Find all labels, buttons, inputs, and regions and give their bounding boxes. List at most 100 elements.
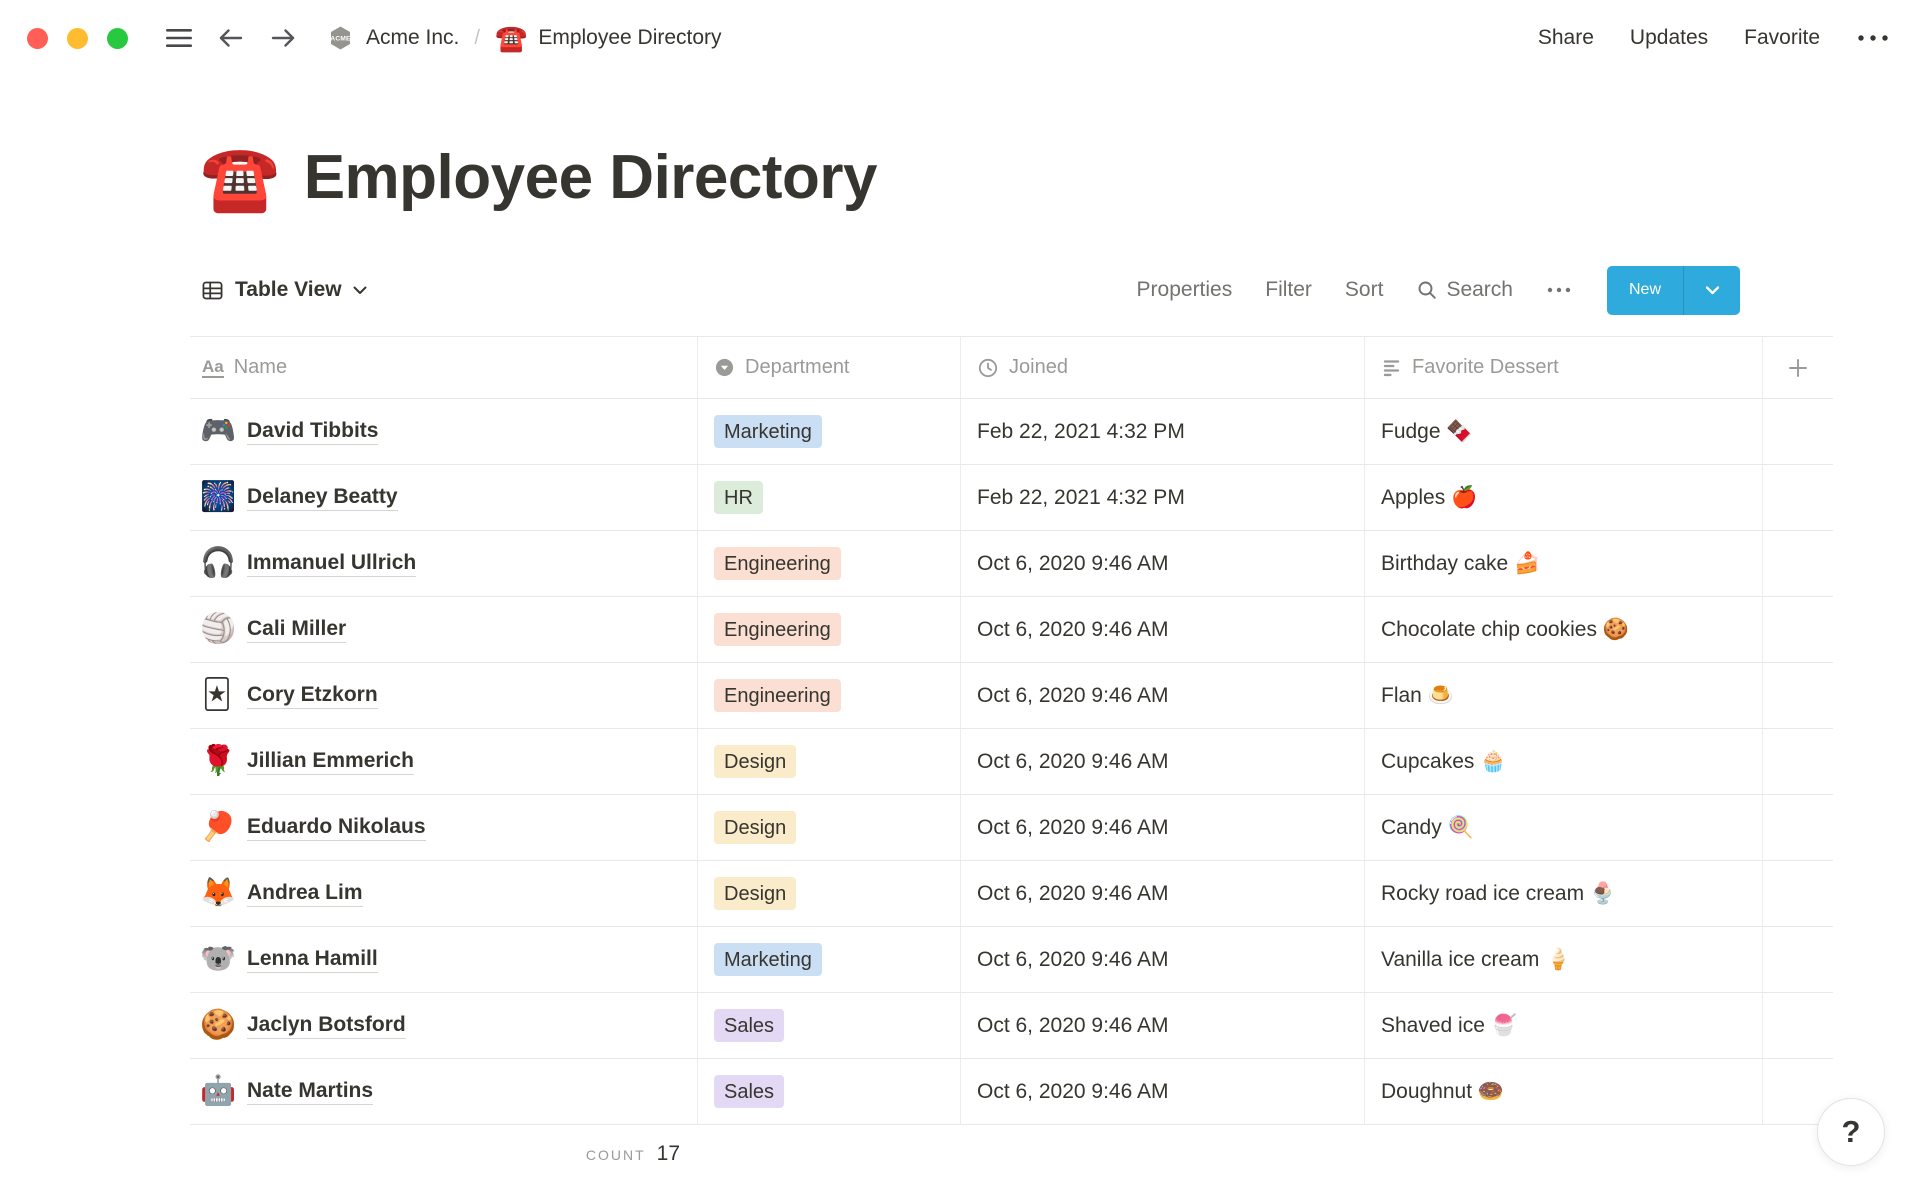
dessert-cell[interactable]: Chocolate chip cookies 🍪 [1365,597,1763,662]
department-cell[interactable]: Marketing [698,399,961,464]
name-cell[interactable]: 🃏 Cory Etzkorn [190,663,698,728]
column-header-department[interactable]: Department [698,337,961,398]
joined-cell[interactable]: Oct 6, 2020 9:46 AM [961,531,1365,596]
name-cell[interactable]: 🦊 Andrea Lim [190,861,698,926]
joined-cell[interactable]: Oct 6, 2020 9:46 AM [961,729,1365,794]
row-emoji-icon: 🤖 [200,1075,237,1107]
new-button: New [1606,265,1740,315]
search-icon [1416,279,1438,301]
department-cell[interactable]: Design [698,795,961,860]
department-cell[interactable]: Engineering [698,597,961,662]
text-property-icon [1381,357,1402,378]
add-column-button[interactable] [1763,337,1833,398]
joined-cell[interactable]: Oct 6, 2020 9:46 AM [961,927,1365,992]
dessert-cell[interactable]: Apples 🍎 [1365,465,1763,530]
department-cell[interactable]: Engineering [698,531,961,596]
dessert-cell[interactable]: Cupcakes 🧁 [1365,729,1763,794]
department-cell[interactable]: Marketing [698,927,961,992]
dessert-cell[interactable]: Birthday cake 🍰 [1365,531,1763,596]
department-tag: Engineering [714,679,841,712]
page-icon[interactable]: ☎️ [200,141,280,214]
column-header-joined[interactable]: Joined [961,337,1365,398]
employee-page-link[interactable]: Cory Etzkorn [247,683,378,709]
joined-cell[interactable]: Oct 6, 2020 9:46 AM [961,597,1365,662]
employee-page-link[interactable]: David Tibbits [247,419,379,445]
filter-button[interactable]: Filter [1265,278,1312,301]
minimize-window-button[interactable] [67,27,88,49]
name-cell[interactable]: 🐨 Lenna Hamill [190,927,698,992]
dessert-cell[interactable]: Candy 🍭 [1365,795,1763,860]
joined-cell[interactable]: Feb 22, 2021 4:32 PM [961,399,1365,464]
name-cell[interactable]: 🏓 Eduardo Nikolaus [190,795,698,860]
joined-cell[interactable]: Oct 6, 2020 9:46 AM [961,993,1365,1058]
column-header-name[interactable]: Aa Name [190,337,698,398]
new-record-button[interactable]: New [1607,266,1683,315]
department-cell[interactable]: Engineering [698,663,961,728]
help-button[interactable]: ? [1817,1098,1885,1166]
view-switcher-button[interactable]: Table View [200,278,368,303]
count-calculation[interactable]: COUNT 17 [190,1142,698,1166]
forward-button[interactable] [268,24,298,52]
employee-page-link[interactable]: Jaclyn Botsford [247,1013,406,1039]
favorite-button[interactable]: Favorite [1744,26,1820,49]
back-button[interactable] [216,24,246,52]
acme-logo-icon: ACME [326,24,355,52]
name-cell[interactable]: 🌹 Jillian Emmerich [190,729,698,794]
department-tag: Sales [714,1075,785,1108]
topbar-actions: Share Updates Favorite [1538,26,1890,50]
dessert-cell[interactable]: Vanilla ice cream 🍦 [1365,927,1763,992]
department-tag: Engineering [714,613,841,646]
joined-cell[interactable]: Oct 6, 2020 9:46 AM [961,1059,1365,1124]
employee-page-link[interactable]: Lenna Hamill [247,947,378,973]
name-cell[interactable]: 🎆 Delaney Beatty [190,465,698,530]
employee-page-link[interactable]: Immanuel Ullrich [247,551,417,577]
employee-page-link[interactable]: Andrea Lim [247,881,363,907]
page-title[interactable]: Employee Directory [303,143,878,212]
column-header-dessert[interactable]: Favorite Dessert [1365,337,1763,398]
view-more-options-button[interactable] [1546,286,1572,294]
more-options-button[interactable] [1856,33,1890,43]
zoom-window-button[interactable] [107,27,128,49]
sidebar-menu-button[interactable] [164,25,194,51]
employee-page-link[interactable]: Jillian Emmerich [247,749,414,775]
dessert-cell[interactable]: Fudge 🍫 [1365,399,1763,464]
dessert-cell[interactable]: Doughnut 🍩 [1365,1059,1763,1124]
department-cell[interactable]: Sales [698,993,961,1058]
ellipsis-icon [1856,33,1890,43]
close-window-button[interactable] [27,27,48,49]
department-cell[interactable]: Design [698,861,961,926]
page-emoji-icon: ☎️ [494,23,528,53]
employee-page-link[interactable]: Nate Martins [247,1079,374,1105]
joined-cell[interactable]: Oct 6, 2020 9:46 AM [961,663,1365,728]
name-cell[interactable]: 🤖 Nate Martins [190,1059,698,1124]
name-cell[interactable]: 🍪 Jaclyn Botsford [190,993,698,1058]
name-cell[interactable]: 🎧 Immanuel Ullrich [190,531,698,596]
row-emoji-icon: 🃏 [202,679,232,711]
breadcrumb-workspace[interactable]: Acme Inc. [366,26,460,49]
row-emoji-icon: 🏐 [200,613,237,645]
share-button[interactable]: Share [1537,26,1594,49]
dessert-cell[interactable]: Flan 🍮 [1365,663,1763,728]
employee-page-link[interactable]: Eduardo Nikolaus [247,815,426,841]
employee-page-link[interactable]: Cali Miller [247,617,347,643]
department-cell[interactable]: Sales [698,1059,961,1124]
joined-cell[interactable]: Oct 6, 2020 9:46 AM [961,795,1365,860]
joined-cell[interactable]: Oct 6, 2020 9:46 AM [961,861,1365,926]
dessert-cell[interactable]: Rocky road ice cream 🍨 [1365,861,1763,926]
table-row: 🍪 Jaclyn Botsford Sales Oct 6, 2020 9:46… [190,993,1833,1059]
search-button[interactable]: Search [1416,278,1513,302]
breadcrumb-page[interactable]: Employee Directory [538,26,722,49]
new-dropdown-button[interactable] [1683,265,1740,315]
name-cell[interactable]: 🎮 David Tibbits [190,399,698,464]
updates-button[interactable]: Updates [1629,26,1709,49]
department-cell[interactable]: Design [698,729,961,794]
joined-cell[interactable]: Feb 22, 2021 4:32 PM [961,465,1365,530]
department-tag: Engineering [714,547,841,580]
department-tag: Sales [714,1009,785,1042]
sort-button[interactable]: Sort [1344,278,1384,301]
properties-button[interactable]: Properties [1136,278,1233,301]
employee-page-link[interactable]: Delaney Beatty [247,485,398,511]
name-cell[interactable]: 🏐 Cali Miller [190,597,698,662]
dessert-cell[interactable]: Shaved ice 🍧 [1365,993,1763,1058]
department-cell[interactable]: HR [698,465,961,530]
